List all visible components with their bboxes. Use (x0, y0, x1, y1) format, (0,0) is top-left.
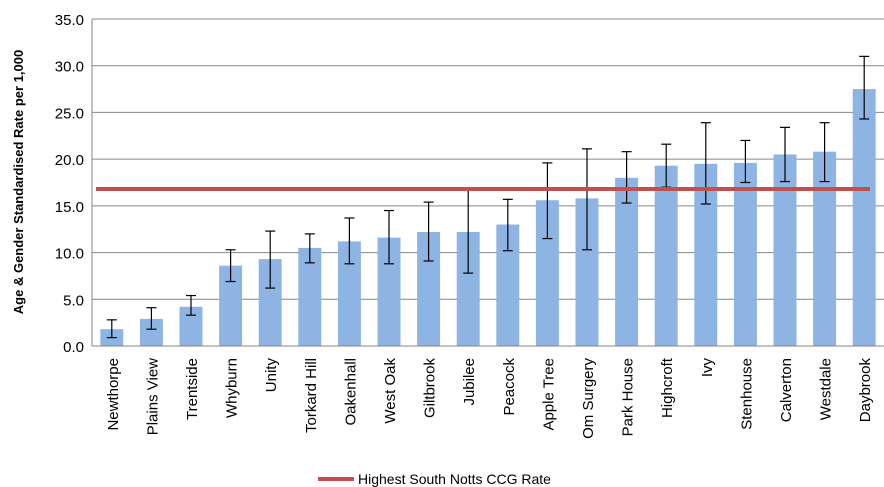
x-tick-label: Peacock (501, 358, 518, 416)
y-tick-label: 20.0 (55, 152, 84, 169)
x-tick-label: Torkard Hill (303, 358, 320, 433)
bar (575, 198, 599, 346)
bar (694, 163, 718, 346)
y-axis-ticks: 0.0 5.0 10.0 15.0 20.0 25.0 30.0 35.0 (55, 12, 84, 356)
bar (179, 306, 203, 346)
bar (615, 177, 639, 346)
x-tick-label: Oakenhall (342, 358, 359, 426)
x-tick-label: Highcroft (659, 357, 676, 418)
y-tick-label: 35.0 (55, 12, 84, 29)
y-axis-title: Age & Gender Standardised Rate per 1,000 (11, 50, 26, 314)
x-tick-label: Om Surgery (580, 358, 597, 439)
x-tick-label: Whyburn (224, 358, 241, 418)
gridlines (92, 18, 884, 300)
x-tick-label: Daybrook (857, 358, 874, 423)
bar (139, 318, 163, 346)
bar (852, 89, 876, 347)
x-tick-label: Plains View (144, 358, 161, 435)
x-tick-label: Stenhouse (738, 358, 755, 430)
bar (813, 151, 837, 346)
x-tick-label: Westdale (818, 358, 835, 420)
bar (337, 241, 361, 346)
y-tick-label: 0.0 (63, 339, 84, 356)
y-tick-label: 25.0 (55, 105, 84, 122)
bar (733, 162, 757, 346)
x-tick-label: Ivy (699, 358, 716, 378)
y-tick-label: 10.0 (55, 246, 84, 263)
bar (535, 200, 559, 346)
x-tick-label: Trentside (184, 358, 201, 420)
x-axis-labels: Newthorpe Plains View Trentside Whyburn Unit… (105, 357, 874, 439)
x-tick-label: West Oak (382, 358, 399, 424)
y-tick-label: 5.0 (63, 292, 84, 309)
y-tick-label: 15.0 (55, 199, 84, 216)
bar (654, 165, 678, 346)
bar (219, 265, 243, 346)
y-tick-label: 30.0 (55, 59, 84, 76)
bar (298, 247, 322, 346)
legend: Highest South Notts CCG Rate (318, 471, 551, 487)
x-tick-label: Park House (620, 358, 637, 436)
error-bars (106, 55, 870, 339)
bar (456, 232, 480, 346)
bar (417, 232, 441, 346)
bars (100, 89, 876, 347)
bar (377, 237, 401, 346)
bar (496, 224, 520, 346)
x-tick-label: Apple Tree (540, 358, 557, 431)
x-tick-label: Giltbrook (422, 358, 439, 419)
x-tick-label: Unity (263, 358, 280, 393)
bar (258, 259, 282, 346)
legend-label: Highest South Notts CCG Rate (358, 471, 551, 487)
x-tick-label: Newthorpe (105, 358, 122, 431)
x-tick-label: Jubilee (461, 358, 478, 406)
x-tick-label: Calverton (778, 358, 795, 422)
bar (773, 154, 797, 346)
